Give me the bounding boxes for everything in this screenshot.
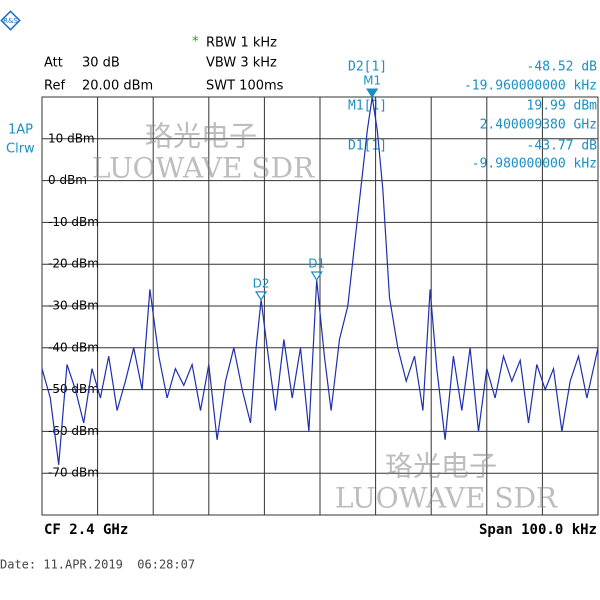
marker: [254, 291, 268, 301]
logo-icon: R&S: [0, 10, 21, 31]
readout-value: -48.52 dB: [527, 60, 598, 75]
att-label: Att: [44, 56, 63, 71]
marker-label: D1: [308, 257, 325, 271]
readout-freq: -19.960000000 kHz: [464, 79, 597, 94]
readout-freq: 2.400009380 GHz: [480, 118, 597, 133]
watermark-en: LUOWAVE SDR: [92, 152, 315, 185]
y-tick-label: -70 dBm: [48, 466, 99, 480]
y-tick-label: -20 dBm: [48, 257, 99, 271]
readout-name: M1[1]: [348, 99, 387, 114]
y-tick-label: -40 dBm: [48, 340, 99, 354]
y-tick-label: 0 dBm: [48, 173, 87, 187]
rbw-star: *: [192, 35, 199, 50]
trace-mode: 1AP: [8, 123, 33, 138]
y-tick-label: -50 dBm: [48, 382, 99, 396]
watermark-en: LUOWAVE SDR: [335, 482, 558, 515]
date: Date: 11.APR.2019 06:28:07: [0, 558, 195, 572]
readout-value: -43.77 dB: [527, 139, 598, 154]
readout-name: D1[1]: [348, 139, 387, 154]
trace-detector: Clrw: [6, 142, 35, 157]
ref-label: Ref: [44, 79, 65, 94]
att-value: 30 dB: [82, 56, 120, 71]
center-frequency: CF 2.4 GHz: [44, 522, 128, 538]
watermark-cn: 珞光电子: [145, 120, 257, 153]
readout-freq: -9.980000000 kHz: [472, 157, 597, 172]
rbw: RBW 1 kHz: [206, 36, 277, 51]
watermark-cn: 珞光电子: [385, 450, 497, 483]
span: Span 100.0 kHz: [479, 522, 597, 538]
swt: SWT 100ms: [206, 79, 284, 94]
ref-value: 20.00 dBm: [82, 79, 153, 94]
readout-name: D2[1]: [348, 60, 387, 75]
y-tick-label: 10 dBm: [48, 131, 95, 145]
y-tick-label: -30 dBm: [48, 299, 99, 313]
marker: [366, 88, 379, 99]
marker-label: D2: [253, 276, 270, 290]
marker: [310, 271, 323, 282]
vbw: VBW 3 kHz: [206, 56, 277, 71]
svg-text:R&S: R&S: [3, 17, 18, 25]
trace: [41, 96, 599, 465]
marker-label: M1: [363, 74, 381, 88]
plot: 10 dBm 0 dBm -10 dBm -20 dBm -30 dBm -40 dBm -…: [41, 74, 599, 516]
y-tick-label: -10 dBm: [48, 215, 99, 229]
readout-value: 19.99 dBm: [527, 99, 598, 114]
